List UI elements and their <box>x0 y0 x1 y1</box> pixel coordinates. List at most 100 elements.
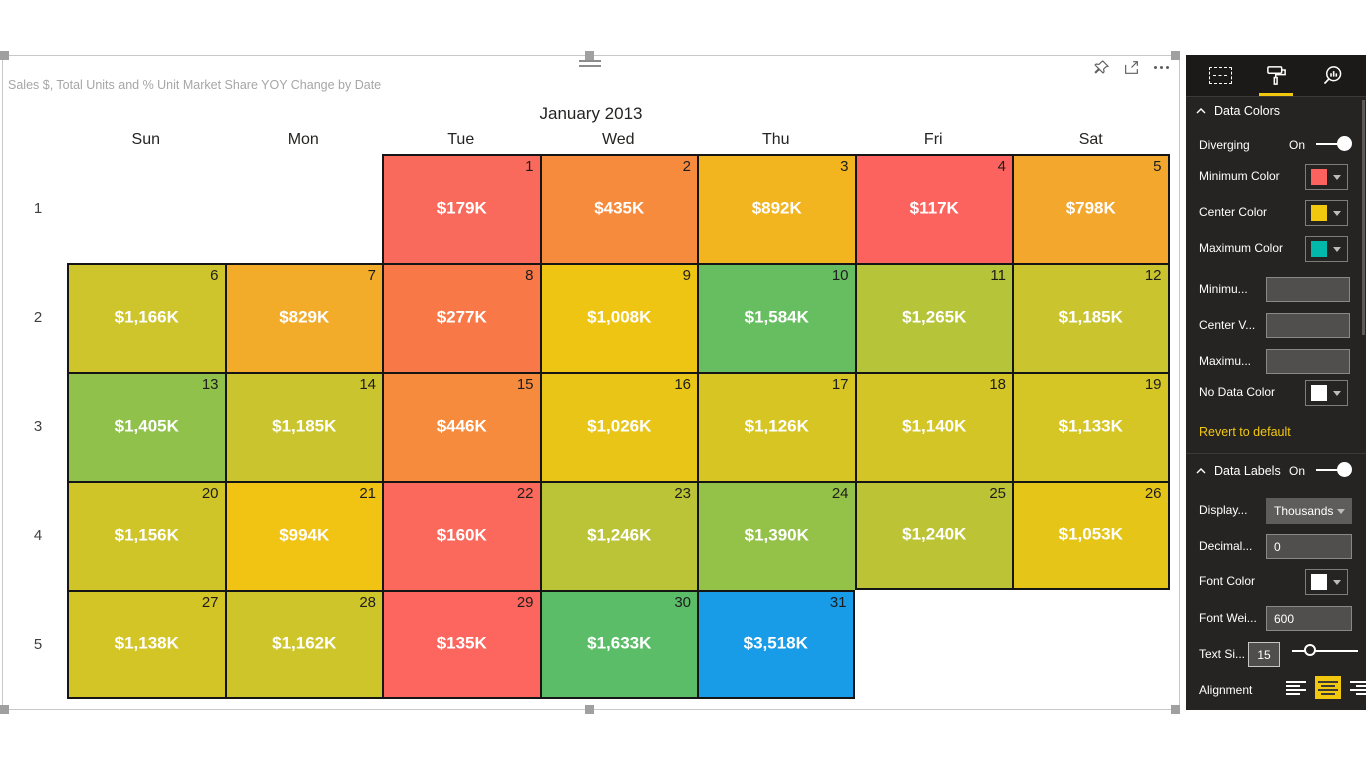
sales-value-label: $1,405K <box>114 415 179 435</box>
weekday-header: Sat <box>1078 131 1103 148</box>
align-left-button[interactable] <box>1283 676 1309 699</box>
day-number: 27 <box>201 594 219 611</box>
calendar-day-cell[interactable]: 11 $1,265K <box>854 263 1012 372</box>
calendar-day-cell[interactable]: 3 $892K <box>697 154 855 263</box>
day-number: 12 <box>1144 267 1162 284</box>
tab-analytics[interactable] <box>1315 55 1349 96</box>
align-center-button[interactable] <box>1315 676 1341 699</box>
pin-icon[interactable] <box>1092 58 1110 76</box>
sales-value-label: $135K <box>436 632 487 652</box>
calendar-day-cell[interactable]: 28 $1,162K <box>224 590 382 699</box>
section-data-labels[interactable]: Data Labels <box>1196 464 1281 478</box>
sales-value-label: $1,026K <box>587 415 652 435</box>
calendar-day-cell[interactable]: 16 $1,026K <box>539 372 697 481</box>
calendar-day-cell[interactable]: 5 $798K <box>1012 154 1170 263</box>
chevron-up-icon <box>1196 108 1206 114</box>
resize-handle-bottom-left[interactable] <box>0 705 9 714</box>
calendar-day-cell[interactable]: 24 $1,390K <box>697 481 855 590</box>
display-units-dropdown[interactable]: Thousands <box>1266 498 1352 524</box>
decimal-places-input[interactable]: 0 <box>1266 534 1352 559</box>
day-number: 19 <box>1144 376 1162 393</box>
paint-roller-icon <box>1266 66 1286 85</box>
calendar-day-cell[interactable]: 26 $1,053K <box>1012 481 1170 590</box>
calendar-day-cell[interactable]: 6 $1,166K <box>67 263 225 372</box>
calendar-day-cell[interactable]: 31 $3,518K <box>697 590 855 699</box>
weekday-header: Fri <box>923 131 943 148</box>
week-number-label: 3 <box>33 418 43 435</box>
calendar-day-cell[interactable]: 15 $446K <box>382 372 540 481</box>
calendar-day-cell[interactable]: 4 $117K <box>854 154 1012 263</box>
color-picker-center[interactable] <box>1305 200 1348 226</box>
value-input[interactable] <box>1266 277 1350 302</box>
more-options-icon[interactable] <box>1152 58 1170 76</box>
calendar-day-cell[interactable]: 20 $1,156K <box>67 481 225 590</box>
calendar-day-cell[interactable]: 10 $1,584K <box>697 263 855 372</box>
sales-value-label: $1,133K <box>1058 415 1123 435</box>
calendar-day-cell[interactable]: 29 $135K <box>382 590 540 699</box>
calendar-day-cell[interactable]: 23 $1,246K <box>539 481 697 590</box>
drag-grip-icon[interactable] <box>579 65 601 67</box>
calendar-day-cell[interactable]: 2 $435K <box>539 154 697 263</box>
alignment-buttons <box>1283 676 1366 699</box>
data-labels-state: On <box>1289 464 1306 478</box>
calendar-day-cell[interactable]: 17 $1,126K <box>697 372 855 481</box>
sales-value-label: $1,166K <box>114 306 179 326</box>
resize-handle-bottom-center[interactable] <box>585 705 594 714</box>
slider-knob[interactable] <box>1304 644 1316 656</box>
tab-fields[interactable] <box>1203 55 1237 96</box>
weekday-header: Mon <box>287 131 319 148</box>
diverging-toggle[interactable] <box>1316 136 1352 152</box>
selected-tab-underline <box>1259 93 1293 96</box>
data-labels-toggle[interactable] <box>1316 462 1352 478</box>
value-input[interactable] <box>1266 313 1350 338</box>
calendar-day-cell[interactable]: 18 $1,140K <box>854 372 1012 481</box>
day-number: 1 <box>525 158 534 175</box>
resize-handle-top-right[interactable] <box>1171 51 1180 60</box>
calendar-day-cell[interactable]: 21 $994K <box>224 481 382 590</box>
calendar-day-cell[interactable]: 30 $1,633K <box>539 590 697 699</box>
sales-value-label: $1,240K <box>902 523 967 543</box>
no-data-color-picker[interactable] <box>1305 380 1348 406</box>
text-size-input[interactable]: 15 <box>1248 642 1280 667</box>
font-weight-input[interactable]: 600 <box>1266 606 1352 631</box>
sales-value-label: $892K <box>751 197 802 217</box>
focus-mode-icon[interactable] <box>1122 58 1140 76</box>
sales-value-label: $1,156K <box>114 524 179 544</box>
align-right-button[interactable] <box>1347 676 1366 699</box>
revert-to-default-link[interactable]: Revert to default <box>1199 425 1291 439</box>
font-color-picker[interactable] <box>1305 569 1348 595</box>
calendar-day-cell[interactable]: 7 $829K <box>224 263 382 372</box>
resize-handle-top-left[interactable] <box>0 51 9 60</box>
resize-handle-top-center[interactable] <box>585 51 594 60</box>
section-data-colors[interactable]: Data Colors <box>1196 104 1280 118</box>
text-size-slider[interactable] <box>1292 643 1358 659</box>
color-picker-minimum[interactable] <box>1305 164 1348 190</box>
tab-format[interactable] <box>1259 55 1293 96</box>
calendar-day-cell[interactable]: 8 $277K <box>382 263 540 372</box>
sales-value-label: $1,138K <box>114 632 179 652</box>
calendar-day-cell[interactable]: 1 $179K <box>382 154 540 263</box>
drag-grip-icon[interactable] <box>579 60 601 62</box>
sales-value-label: $1,633K <box>587 632 652 652</box>
sales-value-label: $1,140K <box>902 415 967 435</box>
sales-value-label: $1,185K <box>1058 306 1123 326</box>
weekday-header: Sun <box>131 131 160 148</box>
calendar-day-cell[interactable]: 22 $160K <box>382 481 540 590</box>
calendar-day-cell[interactable]: 9 $1,008K <box>539 263 697 372</box>
pane-scrollbar[interactable] <box>1362 100 1365 335</box>
color-row-label: Center Color <box>1199 205 1268 219</box>
day-number: 16 <box>674 376 691 393</box>
text-size-label: Text Si... <box>1199 647 1246 661</box>
calendar-day-cell[interactable]: 14 $1,185K <box>224 372 382 481</box>
calendar-day-cell[interactable]: 27 $1,138K <box>67 590 225 699</box>
calendar-day-cell[interactable]: 13 $1,405K <box>67 372 225 481</box>
resize-handle-bottom-right[interactable] <box>1171 705 1180 714</box>
chevron-down-icon <box>1333 246 1341 252</box>
calendar-day-cell[interactable]: 19 $1,133K <box>1012 372 1170 481</box>
calendar-day-cell[interactable]: 25 $1,240K <box>854 481 1012 590</box>
calendar-day-cell[interactable]: 12 $1,185K <box>1012 263 1170 372</box>
value-input-label: Maximu... <box>1199 354 1252 368</box>
color-picker-maximum[interactable] <box>1305 236 1348 262</box>
value-input[interactable] <box>1266 349 1350 374</box>
